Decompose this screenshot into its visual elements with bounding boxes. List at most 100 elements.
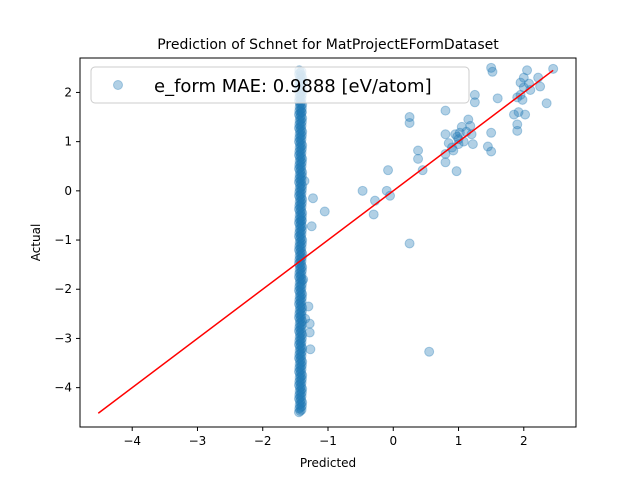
data-point xyxy=(296,391,307,402)
legend-box xyxy=(90,66,470,104)
data-point xyxy=(295,344,306,355)
data-point xyxy=(295,375,306,386)
data-point xyxy=(294,332,305,343)
data-point xyxy=(293,177,304,188)
data-point xyxy=(294,210,305,221)
data-point xyxy=(319,206,330,217)
data-point xyxy=(424,346,435,357)
legend-marker xyxy=(113,80,123,90)
data-point xyxy=(298,274,309,285)
data-point xyxy=(295,128,306,139)
data-point xyxy=(296,337,307,348)
data-point xyxy=(294,268,305,279)
data-point xyxy=(295,108,306,119)
data-point xyxy=(294,254,305,265)
data-point xyxy=(295,236,306,247)
data-point xyxy=(293,244,304,255)
data-point xyxy=(296,340,307,351)
data-point xyxy=(294,274,305,285)
data-point xyxy=(297,207,308,218)
x-tick-label: 1 xyxy=(455,434,463,448)
x-tick-label: −3 xyxy=(189,434,207,448)
data-point xyxy=(293,271,304,282)
data-point xyxy=(295,249,306,260)
data-point xyxy=(296,364,307,375)
data-point xyxy=(465,120,476,131)
data-point xyxy=(294,345,305,356)
data-point xyxy=(294,220,305,231)
data-point xyxy=(295,185,306,196)
data-point xyxy=(296,292,307,303)
data-point xyxy=(294,278,305,289)
data-point xyxy=(296,286,307,297)
data-point xyxy=(293,407,304,418)
data-point xyxy=(294,355,305,366)
data-point xyxy=(295,168,306,179)
data-point xyxy=(295,351,306,362)
data-point xyxy=(297,329,308,340)
data-point xyxy=(295,226,306,237)
data-point xyxy=(486,127,497,138)
data-point xyxy=(296,238,307,249)
data-point xyxy=(294,349,305,360)
data-point xyxy=(518,72,529,83)
data-point xyxy=(509,109,519,120)
data-point xyxy=(294,318,305,329)
data-point xyxy=(297,370,308,381)
data-point xyxy=(295,321,306,332)
data-point xyxy=(295,311,306,322)
data-point xyxy=(295,406,306,417)
data-point xyxy=(295,392,306,403)
data-point xyxy=(294,112,305,123)
data-point xyxy=(295,104,306,115)
data-point xyxy=(357,185,368,196)
data-point xyxy=(404,112,415,123)
data-point xyxy=(297,289,308,300)
data-point xyxy=(296,228,307,239)
data-point xyxy=(294,308,305,319)
data-point xyxy=(296,103,307,114)
data-point xyxy=(294,241,305,252)
data-point xyxy=(294,105,305,116)
data-point xyxy=(295,371,306,382)
data-point xyxy=(295,176,306,186)
data-point xyxy=(293,339,304,350)
y-tick-label: −3 xyxy=(54,331,72,345)
data-point xyxy=(294,328,305,339)
data-point xyxy=(296,151,307,162)
data-point xyxy=(294,264,305,275)
legend: e_form MAE: 0.9888 [eV/atom] xyxy=(90,66,470,104)
data-point xyxy=(294,115,305,126)
data-point xyxy=(294,152,305,163)
data-point xyxy=(297,397,308,408)
data-point xyxy=(492,93,503,104)
data-point xyxy=(293,231,304,242)
data-point xyxy=(293,380,304,391)
data-point xyxy=(296,205,307,216)
data-point xyxy=(297,167,308,178)
data-point xyxy=(294,386,305,397)
data-point xyxy=(296,246,307,257)
data-point xyxy=(296,265,307,276)
data-point xyxy=(294,129,305,140)
data-point xyxy=(293,312,304,323)
data-point xyxy=(296,124,307,135)
data-point xyxy=(294,173,305,184)
data-point xyxy=(512,125,523,136)
data-point xyxy=(293,136,304,147)
data-point xyxy=(296,215,307,226)
data-point xyxy=(295,307,306,318)
y-tick-label: 0 xyxy=(64,184,72,198)
data-point xyxy=(295,378,306,389)
data-point xyxy=(297,126,308,137)
y-tick-label: −4 xyxy=(54,381,72,395)
data-point xyxy=(296,319,307,330)
data-point xyxy=(296,323,307,334)
data-point xyxy=(296,283,307,294)
data-point xyxy=(294,146,305,157)
data-point xyxy=(296,215,307,226)
data-point xyxy=(296,107,307,118)
data-point xyxy=(295,317,306,328)
data-point xyxy=(456,121,467,132)
